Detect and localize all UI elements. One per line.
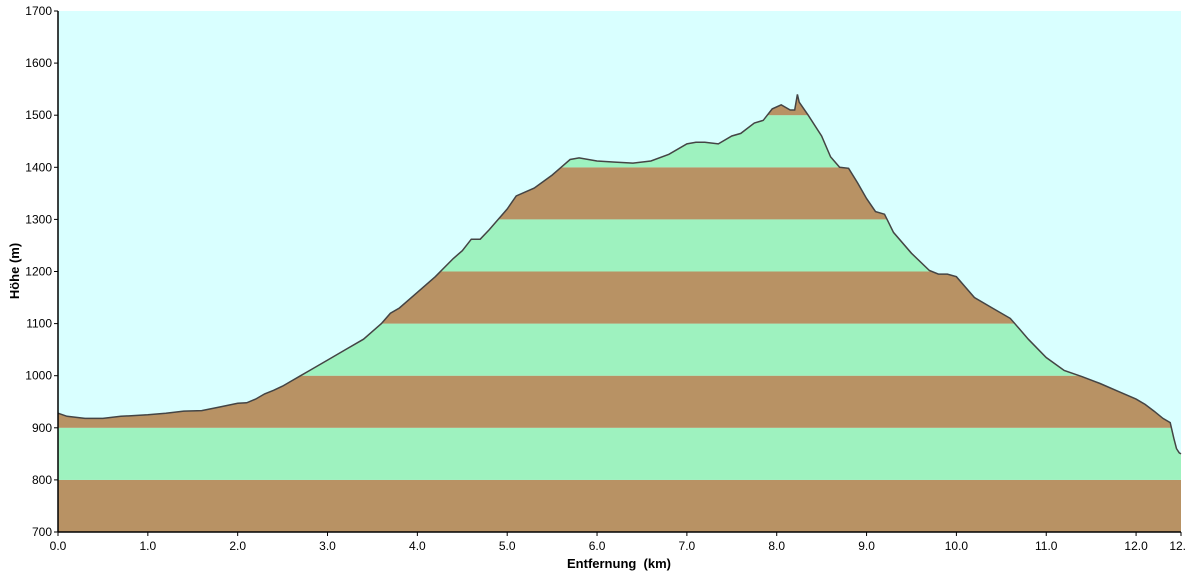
y-axis-title: Höhe (m) (7, 243, 22, 299)
y-tick-label: 1700 (25, 4, 52, 18)
x-tick-label: 2.0 (229, 539, 246, 553)
x-axis-title: Entfernung (km) (567, 556, 671, 571)
x-tick-label: 12.0 (1124, 539, 1148, 553)
x-tick-label: 10.0 (945, 539, 969, 553)
x-tick-label: 7.0 (679, 539, 696, 553)
x-tick-label: 0.0 (50, 539, 67, 553)
sky-area (58, 11, 1181, 454)
y-tick-label: 1200 (25, 265, 52, 279)
x-tick-label: 11.0 (1035, 539, 1058, 553)
x-tick-label: 8.0 (768, 539, 785, 553)
elevation-band-800 (58, 427, 1181, 480)
y-tick-label: 1100 (26, 317, 52, 331)
x-tick-label: 4.0 (409, 539, 426, 553)
y-tick-label: 1000 (25, 369, 52, 383)
x-tick-label: 12.5 (1169, 539, 1185, 553)
y-tick-label: 1500 (25, 108, 52, 122)
y-tick-label: 1600 (25, 56, 52, 70)
x-tick-label: 5.0 (499, 539, 516, 553)
y-tick-label: 700 (32, 525, 52, 539)
elevation-profile-line (57, 94, 1182, 455)
elevation-band-700 (58, 479, 1181, 532)
y-tick-label: 900 (32, 421, 52, 435)
x-tick-label: 1.0 (139, 539, 156, 553)
y-tick-label: 800 (32, 473, 52, 487)
x-tick-label: 6.0 (589, 539, 606, 553)
y-tick-label: 1400 (25, 160, 52, 174)
y-tick-label: 1300 (25, 212, 52, 226)
x-tick-label: 9.0 (858, 539, 875, 553)
x-tick-label: 3.0 (319, 539, 336, 553)
